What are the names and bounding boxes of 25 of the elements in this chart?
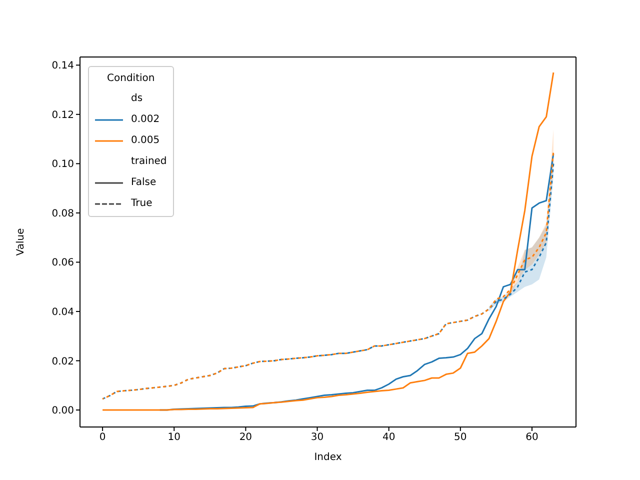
legend-label: False — [131, 177, 156, 188]
x-axis-title: Index — [314, 452, 342, 463]
y-axis-title: Value — [16, 228, 27, 256]
y-tick-label: 0.04 — [52, 307, 74, 318]
y-tick-label: 0.14 — [52, 60, 74, 72]
x-tick-label: 10 — [168, 432, 180, 444]
legend-label: 0.002 — [131, 114, 160, 125]
y-tick-label: 0.02 — [52, 356, 74, 368]
annotation: trained — [130, 155, 167, 169]
y-tick-label: 0.10 — [52, 159, 74, 170]
y-tick-label: 0.12 — [52, 110, 74, 121]
line-series — [102, 72, 554, 411]
legend-label: True — [131, 198, 152, 209]
legend-label: 0.005 — [131, 135, 160, 146]
x-tick-label: 50 — [454, 432, 467, 444]
x-tick-label: 60 — [526, 432, 538, 444]
x-tick-label: 30 — [310, 432, 324, 444]
y-tick-label: 0.08 — [52, 208, 74, 220]
x-tick-label: 0 — [99, 432, 106, 444]
x-tick-label: 20 — [239, 432, 252, 444]
legend-title: Condition — [106, 72, 156, 86]
annotation: ds — [130, 92, 144, 106]
y-tick-label: 0.00 — [52, 406, 74, 417]
x-tick-label: 40 — [382, 432, 396, 444]
y-tick-label: 0.06 — [52, 258, 74, 269]
